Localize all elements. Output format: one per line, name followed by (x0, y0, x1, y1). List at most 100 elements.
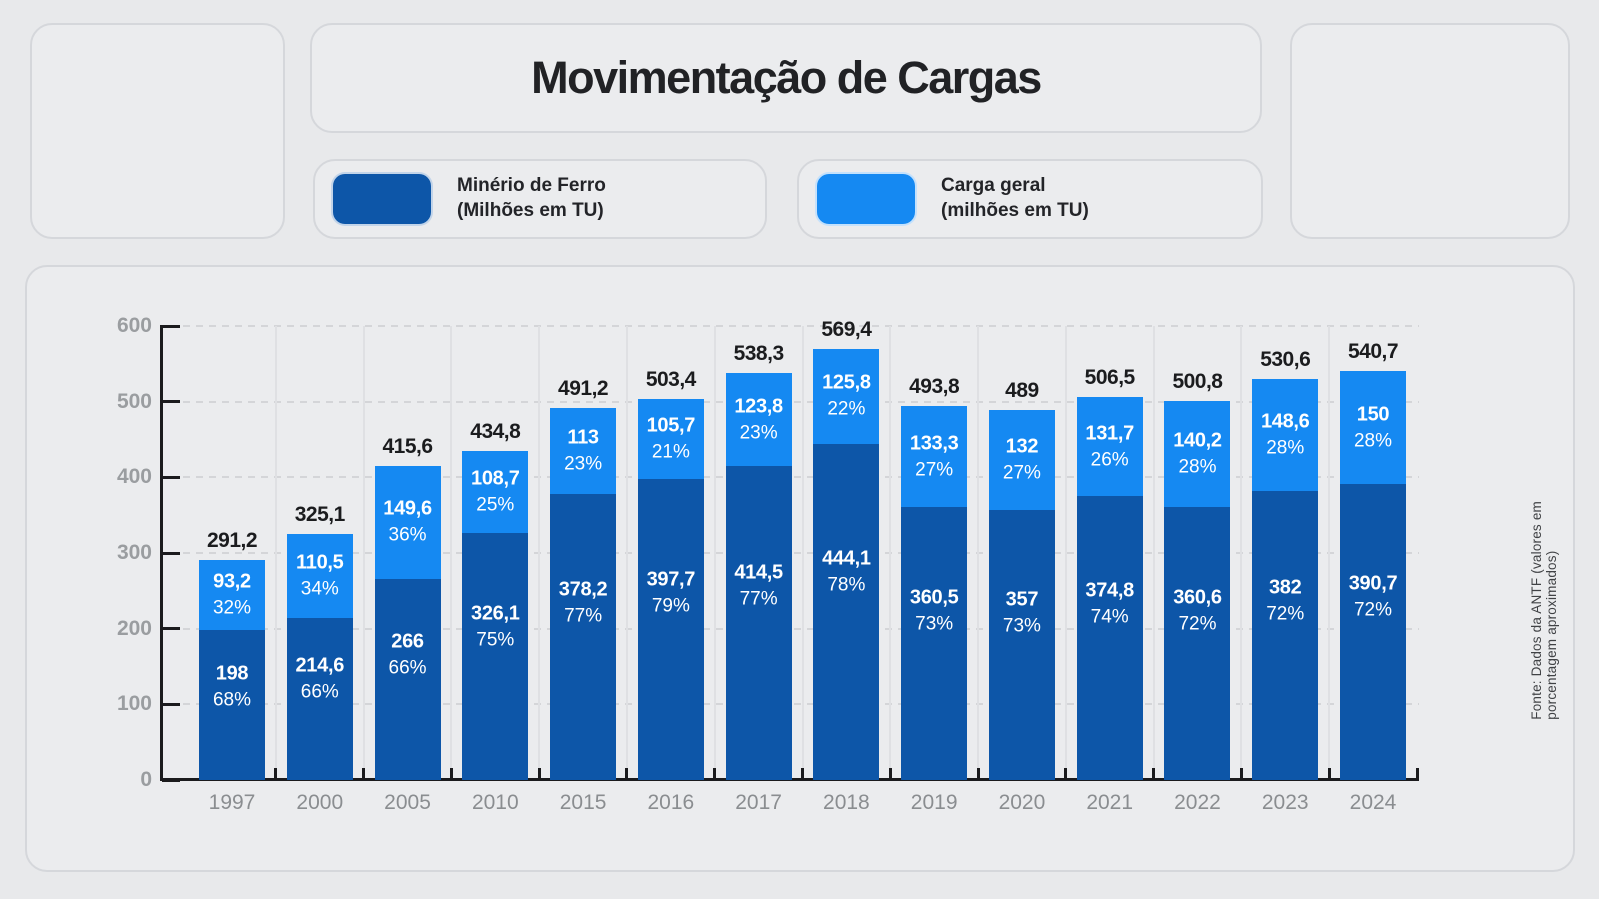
bar-2017-total-label: 538,3 (733, 341, 785, 365)
bar-2019-minerio: 360,5 73% (901, 507, 968, 780)
gridline-v-2000-2005 (362, 326, 365, 780)
bar-1997-carga: 93,2 32% (199, 559, 265, 631)
y-axis-label-400: 400 (116, 465, 152, 489)
x-axis-tick-2015 (537, 768, 541, 780)
bar-2018-minerio: 444,1 78% (813, 443, 880, 780)
bar-2015-total-label: 491,2 (558, 377, 609, 401)
gridline-v-2010-2015 (538, 326, 541, 780)
bar-2023-carga: 148,6 28% (1252, 378, 1319, 491)
gridline-h-200 (183, 627, 1419, 630)
x-axis-tick-2005 (362, 768, 366, 780)
gridline-v-2022-2023 (1240, 326, 1243, 780)
x-axis-label-2015: 2015 (559, 791, 607, 814)
y-axis-tick-200 (162, 627, 180, 631)
bar-2024-total-label: 540,7 (1347, 339, 1399, 363)
bar-2018-carga: 125,8 22% (813, 348, 880, 444)
gridline-v-2017-2018 (801, 326, 804, 780)
y-axis-label-600: 600 (116, 314, 152, 337)
x-axis-label-2017: 2017 (735, 791, 782, 814)
x-axis-label-1997: 1997 (208, 791, 256, 814)
chart-panel: 0 100 200 300 400 500 600 198 68% 93,2 32% 291,2 199… (25, 265, 1575, 872)
bar-2010-total-label: 434,8 (470, 420, 521, 443)
bar-2018-carga-label: 125,8 22% (822, 371, 871, 420)
y-axis-label-500: 500 (116, 389, 152, 413)
bar-2005-minerio: 266 66% (374, 578, 441, 780)
gridline-v-2018-2019 (889, 326, 892, 780)
bar-2022-total-label: 500,8 (1172, 370, 1223, 394)
bar-2023-minerio-label: 382 72% (1266, 576, 1305, 625)
x-axis-tick-2023 (1239, 768, 1243, 780)
x-axis-label-2024: 2024 (1349, 791, 1397, 814)
bar-2024-minerio-label: 390,7 72% (1348, 572, 1398, 621)
bar-2020-total-label: 489 (1005, 378, 1039, 402)
gridline-v-2016-2017 (713, 326, 716, 780)
gridline-v-2019-2020 (977, 326, 980, 780)
title-card: Movimentação de Cargas (310, 23, 1262, 133)
x-axis-label-2005: 2005 (384, 791, 431, 814)
bar-2023-carga-label: 148,6 28% (1260, 410, 1310, 459)
bar-2000-carga-label: 110,5 34% (296, 551, 344, 600)
legend-minerio-line2: (Milhões em TU) (457, 200, 604, 221)
bar-2010-minerio: 326,1 75% (462, 533, 529, 780)
y-axis-tick-400 (162, 475, 180, 479)
gridline-h-400 (183, 476, 1419, 479)
x-axis-tick-2024 (1327, 768, 1331, 780)
bar-2005-total-label: 415,6 (382, 434, 434, 458)
decor-card-right (1290, 23, 1570, 239)
legend-swatch-minerio-icon (331, 172, 433, 226)
y-axis-label-300: 300 (116, 541, 152, 564)
x-axis-tick-2000 (274, 768, 278, 780)
bar-2017-carga: 123,8 23% (725, 372, 792, 467)
gridline-h-300 (183, 552, 1419, 554)
bar-2010-carga: 108,7 25% (462, 451, 529, 534)
y-axis-line (160, 325, 163, 781)
gridline-h-100 (183, 703, 1419, 706)
x-axis-tick-2022 (1152, 768, 1156, 780)
bar-2021-minerio-label: 374,8 74% (1085, 579, 1134, 628)
bar-2021-minerio: 374,8 74% (1076, 496, 1143, 780)
x-axis-label-2022: 2022 (1174, 791, 1221, 814)
legend-item-carga: Carga geral (milhões em TU) (797, 159, 1263, 239)
legend-label-carga: Carga geral (milhões em TU) (941, 174, 1089, 223)
bar-2015-carga: 113 23% (550, 408, 617, 494)
x-axis-tick-2018 (801, 768, 804, 780)
bar-2019-total-label: 493,8 (909, 375, 960, 399)
bar-2000-total-label: 325,1 (294, 503, 346, 526)
bar-2020-minerio-label: 357 73% (1002, 588, 1041, 636)
bar-2015-minerio-label: 378,2 77% (558, 578, 608, 627)
x-axis-end-tick (1416, 768, 1419, 780)
y-axis-label-200: 200 (116, 616, 152, 640)
page-title: Movimentação de Cargas (531, 52, 1042, 103)
x-axis-label-2021: 2021 (1086, 791, 1134, 814)
bar-2023-total-label: 530,6 (1260, 347, 1311, 371)
x-axis-label-2020: 2020 (998, 791, 1046, 814)
decor-card-left (30, 23, 285, 239)
bar-2000-minerio-label: 214,6 66% (295, 654, 345, 703)
legend-carga-line1: Carga geral (941, 175, 1046, 197)
bar-2016-carga: 105,7 21% (637, 399, 704, 480)
gridline-v-2015-2016 (625, 326, 628, 780)
bar-2017-minerio: 414,5 77% (725, 466, 792, 780)
x-axis-tick-2021 (1064, 768, 1068, 780)
bar-2022-carga: 140,2 28% (1164, 401, 1231, 508)
y-axis-label-0: 0 (140, 768, 152, 791)
x-axis-label-2018: 2018 (823, 791, 870, 814)
bar-2015-carga-label: 113 23% (564, 426, 603, 475)
bar-2024-minerio: 390,7 72% (1340, 484, 1406, 780)
bar-2024-carga: 150 28% (1340, 370, 1406, 485)
gridline-v-2021-2022 (1152, 326, 1155, 780)
bar-2020-carga: 132 27% (988, 409, 1055, 510)
bar-2018-minerio-label: 444,1 78% (822, 547, 871, 596)
x-axis-tick-2010 (449, 768, 453, 780)
bar-1997-total-label: 291,2 (206, 528, 258, 552)
legend-carga-line2: (milhões em TU) (941, 200, 1089, 221)
legend-minerio-line1: Minério de Ferro (457, 175, 606, 197)
bar-2023-minerio: 382 72% (1252, 490, 1319, 780)
bar-2020-minerio: 357 73% (988, 509, 1055, 780)
bar-2022-minerio: 360,6 72% (1164, 507, 1231, 780)
bar-2018-total-label: 569,4 (821, 317, 872, 341)
gridline-v-2005-2010 (450, 326, 453, 780)
bar-2016-carga-label: 105,7 21% (646, 414, 696, 463)
x-axis-tick-2016 (625, 768, 629, 780)
gridline-h-600 (183, 325, 1419, 327)
